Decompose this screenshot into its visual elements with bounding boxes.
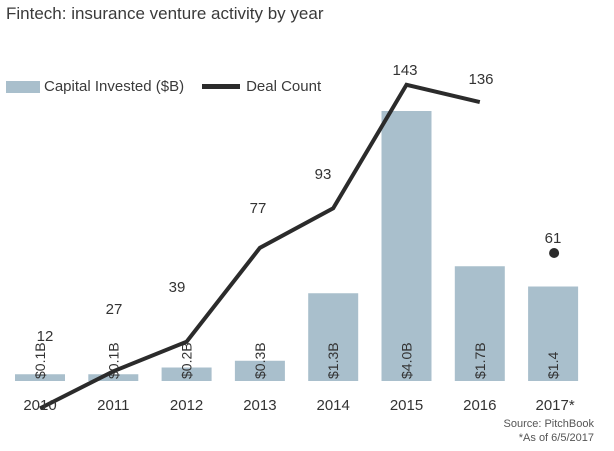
- deal-label-2014: 93: [315, 166, 332, 183]
- bar-label-2015: $4.0B: [399, 342, 415, 379]
- legend-swatch-deals: [202, 84, 241, 89]
- bar-label-2017*: $1.4: [545, 352, 561, 379]
- source-text: Source: PitchBook: [503, 418, 595, 430]
- bar-2015: [381, 111, 432, 381]
- x-tick-2017*: 2017*: [535, 397, 574, 414]
- bar-label-2014: $1.3B: [325, 342, 341, 379]
- legend-swatch-capital: [6, 80, 40, 93]
- deal-label-2011: 27: [106, 301, 123, 318]
- chart-source: Source: PitchBook *As of 6/5/2017: [504, 417, 595, 445]
- bar-label-2012: $0.2B: [179, 342, 195, 379]
- chart-title: Fintech: insurance venture activity by y…: [6, 4, 324, 23]
- bar-2013: [234, 360, 285, 381]
- x-tick-2010: 2010: [23, 397, 56, 414]
- deal-label-2013: 77: [250, 200, 267, 217]
- x-tick-2011: 2011: [97, 397, 129, 414]
- deal-label-2017*: 61: [545, 230, 562, 247]
- x-tick-2012: 2012: [170, 397, 203, 414]
- deal-count-line: [39, 82, 481, 411]
- bar-label-2016: $1.7B: [472, 342, 488, 379]
- bar-2012: [161, 367, 212, 381]
- deal-label-2015: 143: [392, 62, 417, 79]
- bar-label-2010: $0.1B: [32, 342, 48, 379]
- deal-label-2012: 39: [169, 279, 186, 296]
- bar-2010: [15, 374, 65, 381]
- x-tick-2014: 2014: [317, 397, 350, 414]
- bar-2016: [454, 266, 505, 381]
- legend-label-deals: Deal Count: [246, 78, 322, 95]
- bar-2014: [308, 293, 359, 381]
- legend: Capital Invested ($B) Deal Count: [6, 78, 321, 95]
- x-tick-2015: 2015: [390, 397, 423, 414]
- footnote-text: *As of 6/5/2017: [518, 432, 594, 444]
- x-tick-2016: 2016: [463, 397, 496, 414]
- bar-label-2013: $0.3B: [252, 342, 268, 379]
- deal-label-2010: 12: [37, 328, 54, 345]
- x-tick-2013: 2013: [243, 397, 276, 414]
- bar-2017*: [528, 286, 579, 381]
- deal-count-point-2017: [549, 248, 560, 258]
- legend-label-capital: Capital Invested ($B): [44, 78, 185, 95]
- deal-label-2016: 136: [468, 71, 493, 88]
- bar-2011: [88, 374, 139, 381]
